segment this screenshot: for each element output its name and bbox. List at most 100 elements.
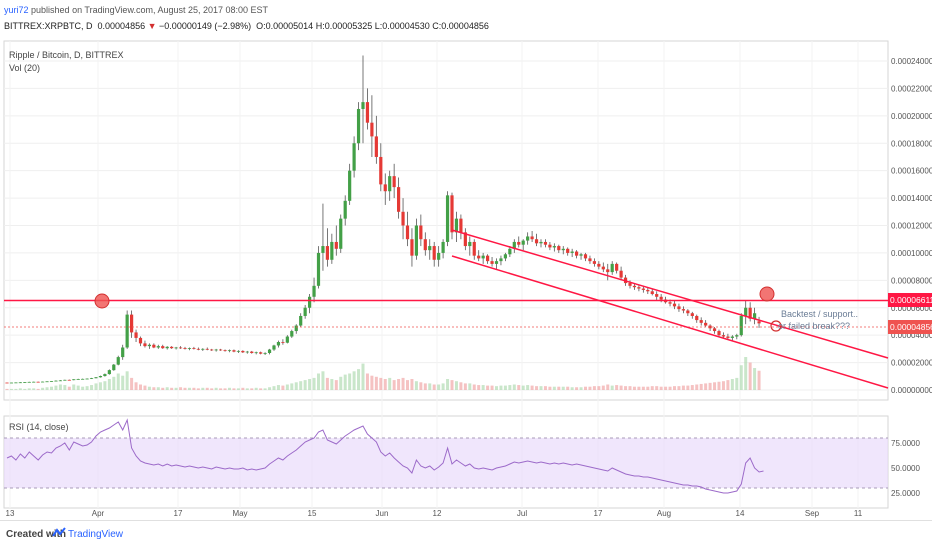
candle-body xyxy=(757,321,761,324)
candle-body xyxy=(174,347,178,349)
candle-body xyxy=(281,342,285,343)
price-tags: 0.00006611 0.00004856 xyxy=(888,293,932,334)
candle-body xyxy=(103,374,107,377)
candle-body xyxy=(552,246,556,248)
candle-body xyxy=(241,350,245,353)
candle-body xyxy=(219,349,223,351)
ohlc-values: O:0.00005014 H:0.00005325 L:0.00004530 C… xyxy=(256,21,489,31)
candle-body xyxy=(361,102,365,109)
volume-bar xyxy=(187,387,191,390)
channel-upper-line[interactable] xyxy=(451,229,889,359)
symbol-label: BITTREX:XRPBTC, D xyxy=(4,21,93,31)
price-axis[interactable]: 0.00024000 0.00022000 0.00020000 0.00018000… xyxy=(891,57,932,395)
candle-body xyxy=(379,156,383,185)
candle-body xyxy=(704,322,708,326)
volume-bar xyxy=(290,383,294,390)
candle-body xyxy=(343,200,347,219)
candle-body xyxy=(89,378,94,380)
volume-bar xyxy=(103,381,107,390)
candle-body xyxy=(632,285,637,288)
volume-bar xyxy=(548,386,552,390)
candle-body xyxy=(397,187,401,212)
candle-body xyxy=(619,270,623,278)
candle-body xyxy=(672,303,677,307)
symbol-line: BITTREX:XRPBTC, D 0.00004856 ▼ −0.000001… xyxy=(4,21,489,31)
tradingview-brand[interactable]: TradingView xyxy=(68,529,124,540)
volume-bar xyxy=(205,387,209,390)
candle-body xyxy=(530,236,534,240)
candle-body xyxy=(499,258,503,262)
candle-body xyxy=(94,377,98,379)
volume-bar xyxy=(161,387,165,390)
candle-body xyxy=(690,313,694,316)
candle-body xyxy=(107,370,111,375)
volume-bar xyxy=(392,380,396,390)
candle-body xyxy=(588,258,592,262)
volume-bar xyxy=(352,371,356,390)
volume-bar xyxy=(63,385,67,390)
volume-bar xyxy=(410,379,414,390)
author-link[interactable]: yuri72 xyxy=(4,5,29,15)
candle-body xyxy=(294,325,298,332)
volume-bars xyxy=(5,357,761,390)
candle-body xyxy=(285,336,289,343)
volume-bar xyxy=(659,386,663,390)
candle-body xyxy=(388,176,392,192)
volume-bar xyxy=(228,387,231,390)
time-axis[interactable]: 13 Apr 17 May 15 Jun 12 Jul 17 Aug 14 Sep 11 xyxy=(6,509,863,518)
channel-lower-line[interactable] xyxy=(451,255,889,389)
volume-bar xyxy=(5,388,9,390)
volume-bar xyxy=(437,384,441,390)
candle-body xyxy=(121,347,125,358)
x-tick-label: 14 xyxy=(736,509,745,518)
volume-bar xyxy=(276,385,280,390)
candle-body xyxy=(681,309,685,311)
volume-bar xyxy=(196,388,200,390)
candle-body xyxy=(512,241,516,249)
candle-body xyxy=(450,195,454,233)
candle-body xyxy=(205,348,209,350)
candle-body xyxy=(721,335,726,337)
volume-bar xyxy=(41,387,45,390)
candle-body xyxy=(156,346,160,348)
candle-body xyxy=(63,379,67,381)
volume-bar xyxy=(325,377,329,390)
candle-body xyxy=(330,241,334,260)
volume-bar xyxy=(704,383,708,390)
volume-bar xyxy=(27,388,31,390)
volume-bar xyxy=(236,388,240,390)
volume-bar xyxy=(308,379,312,390)
y-tick-label: 0.00000000 xyxy=(891,386,932,395)
volume-bar xyxy=(606,384,610,390)
volume-label: Vol (20) xyxy=(9,63,40,73)
marker-ring[interactable] xyxy=(770,320,782,332)
volume-bar xyxy=(713,382,717,390)
y-tick-label: 0.00008000 xyxy=(891,276,932,285)
candle-body xyxy=(187,348,192,349)
volume-bar xyxy=(348,373,352,390)
marker-circle-right[interactable] xyxy=(759,286,775,302)
volume-bar xyxy=(156,387,160,390)
chart-area[interactable]: Backtest / support.. or failed break??? … xyxy=(0,38,932,518)
volume-bar xyxy=(130,377,134,390)
footer: Created with TradingView xyxy=(0,520,932,551)
candle-body xyxy=(98,376,103,378)
candle-body xyxy=(646,289,650,292)
candle-body xyxy=(232,350,236,352)
volume-bar xyxy=(9,388,13,390)
candle-body xyxy=(468,241,472,247)
candle-body xyxy=(365,102,370,123)
volume-bar xyxy=(54,385,58,390)
y-tick-label: 0.00014000 xyxy=(891,194,932,203)
volume-bar xyxy=(32,388,36,390)
volume-bar xyxy=(285,384,289,390)
marker-circle-left[interactable] xyxy=(94,293,110,309)
volume-bar xyxy=(721,381,725,390)
candle-body xyxy=(130,314,134,333)
candle-body xyxy=(9,382,14,384)
x-tick-label: 12 xyxy=(433,509,442,518)
volume-bar xyxy=(526,385,530,390)
candle-body xyxy=(521,240,525,245)
candle-body xyxy=(441,241,445,253)
candle-body xyxy=(183,348,187,349)
